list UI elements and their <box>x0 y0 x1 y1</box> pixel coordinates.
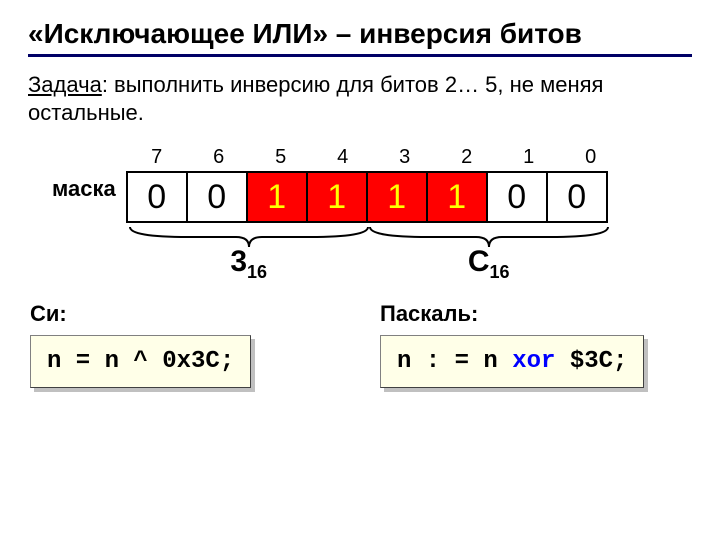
mask-figure: маска 7 6 5 4 3 2 1 0 0 0 1 1 1 1 0 0 <box>52 146 692 291</box>
c-label: Си: <box>30 301 340 327</box>
c-code-box: n = n ^ 0x3C; <box>30 335 251 388</box>
task-body: : выполнить инверсию для битов 2… 5, не … <box>28 72 603 125</box>
task-text: Задача: выполнить инверсию для битов 2… … <box>28 71 692 126</box>
pascal-column: Паскаль: n : = n xor $3C; <box>380 301 690 388</box>
bit-index: 0 <box>560 146 622 171</box>
bit-cell: 0 <box>546 171 608 223</box>
bit-index: 2 <box>436 146 498 171</box>
pascal-code-box: n : = n xor $3C; <box>380 335 644 388</box>
mask-label: маска <box>52 146 116 202</box>
bit-index: 5 <box>250 146 312 171</box>
bit-cell: 0 <box>186 171 248 223</box>
bit-index: 6 <box>188 146 250 171</box>
bit-cell: 1 <box>366 171 428 223</box>
title-divider <box>28 54 692 57</box>
page-title: «Исключающее ИЛИ» – инверсия битов <box>28 18 692 50</box>
hex-label-right: C16 <box>366 245 612 283</box>
bit-cell: 1 <box>246 171 308 223</box>
bit-index: 1 <box>498 146 560 171</box>
c-column: Си: n = n ^ 0x3C; <box>30 301 340 388</box>
bit-index: 3 <box>374 146 436 171</box>
hex-label-left: 316 <box>126 245 372 283</box>
hex-brace-row: 316 C16 <box>126 223 622 291</box>
bit-cell: 0 <box>486 171 548 223</box>
bit-cell: 1 <box>306 171 368 223</box>
bit-cell: 0 <box>126 171 188 223</box>
bit-cell: 1 <box>426 171 488 223</box>
keyword: xor <box>512 348 555 375</box>
bit-index-row: 7 6 5 4 3 2 1 0 <box>126 146 622 171</box>
task-prefix: Задача <box>28 72 102 97</box>
pascal-label: Паскаль: <box>380 301 690 327</box>
bit-index: 4 <box>312 146 374 171</box>
bit-index: 7 <box>126 146 188 171</box>
bit-row: 0 0 1 1 1 1 0 0 <box>126 171 622 223</box>
